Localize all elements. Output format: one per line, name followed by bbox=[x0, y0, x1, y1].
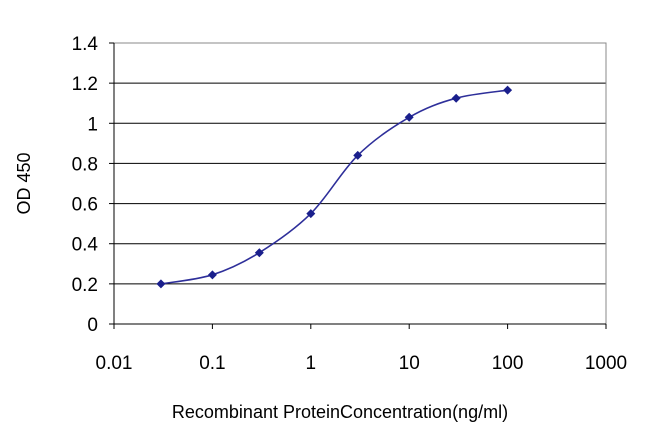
gridlines bbox=[114, 42, 606, 285]
data-point-marker bbox=[503, 85, 513, 95]
x-tick-label: 100 bbox=[492, 353, 524, 374]
y-tick-label: 1 bbox=[87, 114, 98, 135]
data-point-marker bbox=[451, 93, 461, 103]
x-tick-label: 0.1 bbox=[199, 353, 225, 374]
y-tick-label: 0.2 bbox=[72, 275, 98, 296]
x-axis-title: Recombinant ProteinConcentration(ng/ml) bbox=[172, 402, 508, 422]
y-tick-label: 0.6 bbox=[72, 195, 98, 216]
y-tick-label: 1.2 bbox=[72, 74, 98, 95]
data-point-marker bbox=[207, 270, 217, 280]
data-point-marker bbox=[306, 209, 316, 219]
data-point-marker bbox=[404, 112, 414, 122]
x-tick-label: 1 bbox=[306, 353, 317, 374]
y-tick-label: 0.8 bbox=[72, 154, 98, 175]
plot-frame bbox=[113, 42, 607, 325]
y-axis-title: OD 450 bbox=[14, 152, 34, 214]
y-tick-label: 0.4 bbox=[72, 235, 99, 256]
data-point-marker bbox=[254, 248, 264, 258]
y-axis-ticks: 0 0.2 0.4 0.6 0.8 1 1.2 1.4 bbox=[72, 34, 115, 336]
y-tick-label: 1.4 bbox=[72, 34, 99, 55]
x-tick-label: 10 bbox=[399, 353, 420, 374]
data-point-marker bbox=[353, 150, 363, 160]
data-point-marker bbox=[156, 279, 166, 289]
y-tick-label: 0 bbox=[87, 315, 98, 336]
series-line bbox=[160, 89, 508, 285]
x-tick-label: 0.01 bbox=[96, 353, 133, 374]
x-axis-ticks: 0.01 0.1 1 10 100 1000 bbox=[96, 323, 627, 374]
x-tick-label: 1000 bbox=[585, 353, 627, 374]
series-layer bbox=[156, 85, 513, 289]
